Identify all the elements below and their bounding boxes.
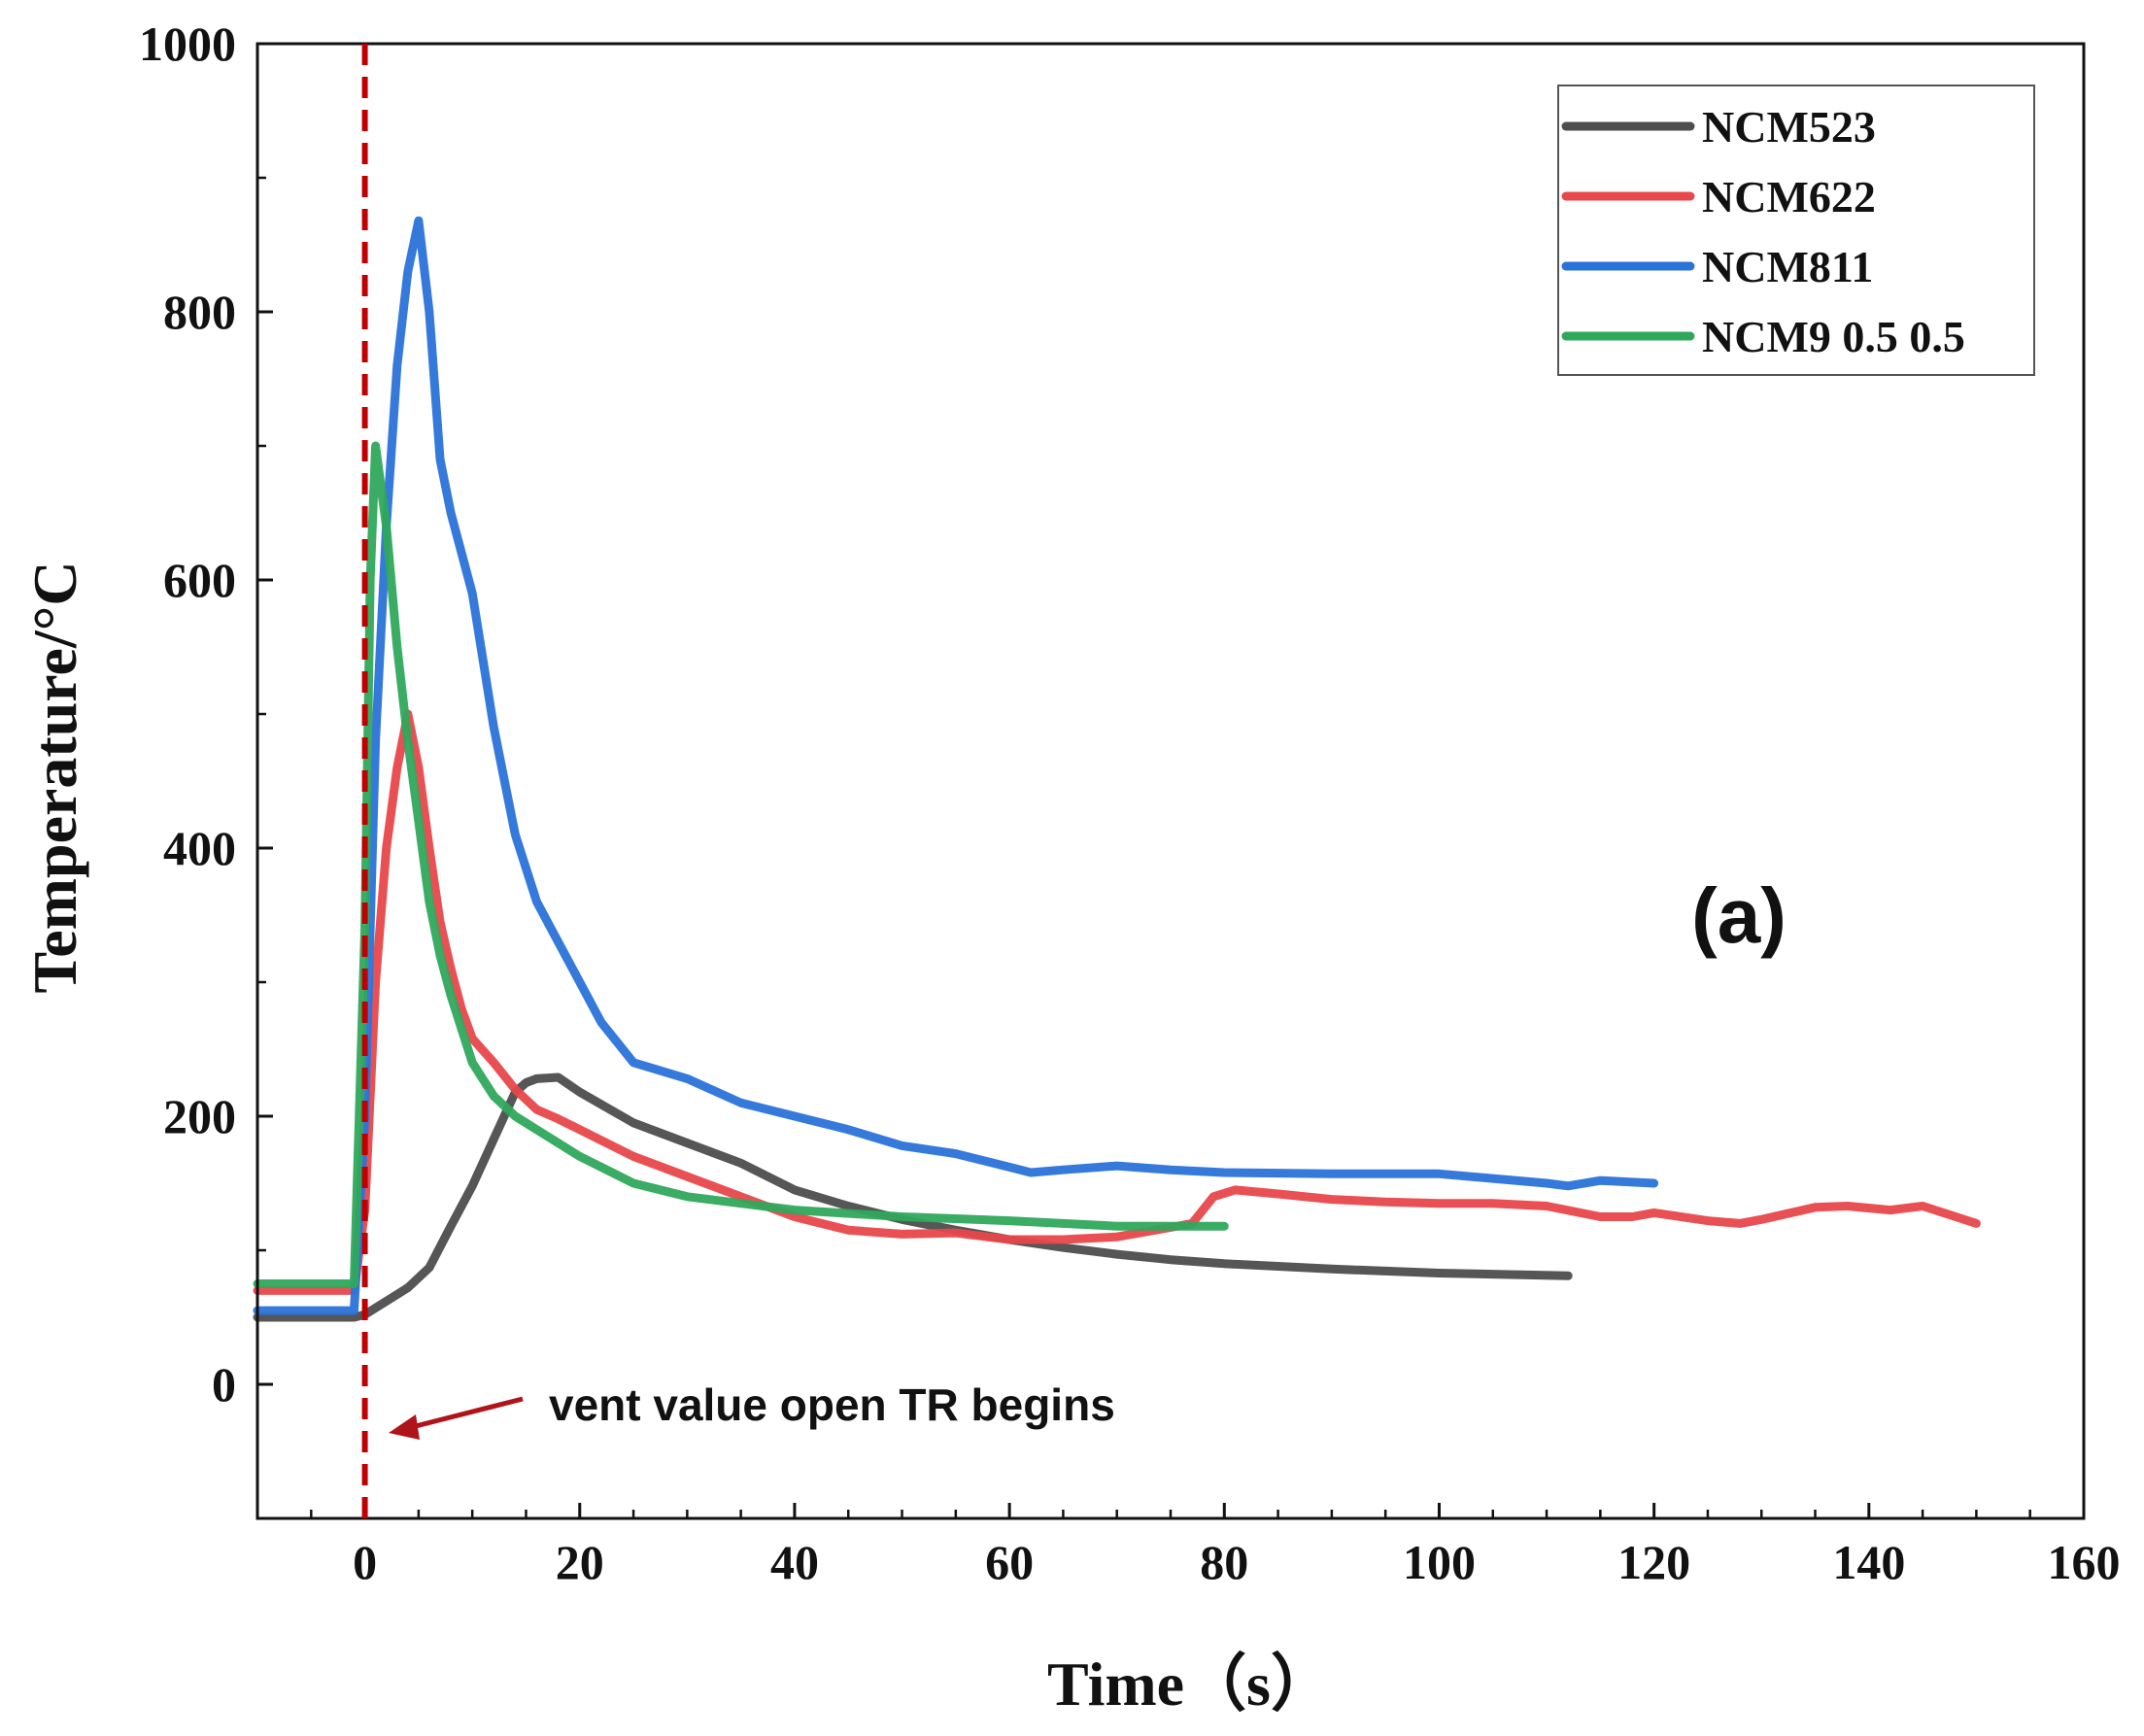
x-tick-label: 60 xyxy=(985,1535,1034,1589)
legend-label-ncm622: NCM622 xyxy=(1702,172,1876,221)
series-line-ncm9-0-5-0-5 xyxy=(253,441,1229,1288)
y-tick-label: 0 xyxy=(212,1357,236,1412)
x-tick-label: 120 xyxy=(1617,1535,1690,1589)
x-tick-label: 80 xyxy=(1200,1535,1248,1589)
annotation-arrow xyxy=(389,1396,524,1440)
legend: NCM523 NCM622 NCM811 NCM9 0.5 0.5 xyxy=(1557,85,2035,376)
series-line-ncm523 xyxy=(253,1072,1573,1322)
x-tick-label: 100 xyxy=(1403,1535,1476,1589)
x-axis-title: Time（s） xyxy=(1047,1650,1333,1719)
series-line-ncm622 xyxy=(253,709,1981,1295)
x-tick-label: 40 xyxy=(770,1535,819,1589)
annotation-text: vent value open TR begins xyxy=(549,1379,1115,1430)
x-tick-label: 140 xyxy=(1832,1535,1905,1589)
legend-box xyxy=(1557,85,2035,376)
legend-label-ncm811: NCM811 xyxy=(1702,242,1873,291)
series-line-ncm811 xyxy=(253,216,1659,1315)
y-tick-label: 400 xyxy=(163,821,236,875)
y-tick-label: 600 xyxy=(163,553,236,607)
y-tick-label: 1000 xyxy=(139,17,236,71)
y-tick-label: 800 xyxy=(163,285,236,339)
y-tick-label: 200 xyxy=(163,1089,236,1143)
legend-label-ncm9-0-5-0-5: NCM9 0.5 0.5 xyxy=(1702,312,1965,361)
legend-label-ncm523: NCM523 xyxy=(1702,102,1876,152)
panel-label: (a) xyxy=(1691,872,1787,959)
series-lines xyxy=(253,216,1981,1322)
x-tick-label: 160 xyxy=(2048,1535,2121,1589)
x-tick-label: 0 xyxy=(353,1535,377,1589)
y-axis-title: Temperature/°C xyxy=(20,561,89,993)
x-tick-label: 20 xyxy=(556,1535,604,1589)
